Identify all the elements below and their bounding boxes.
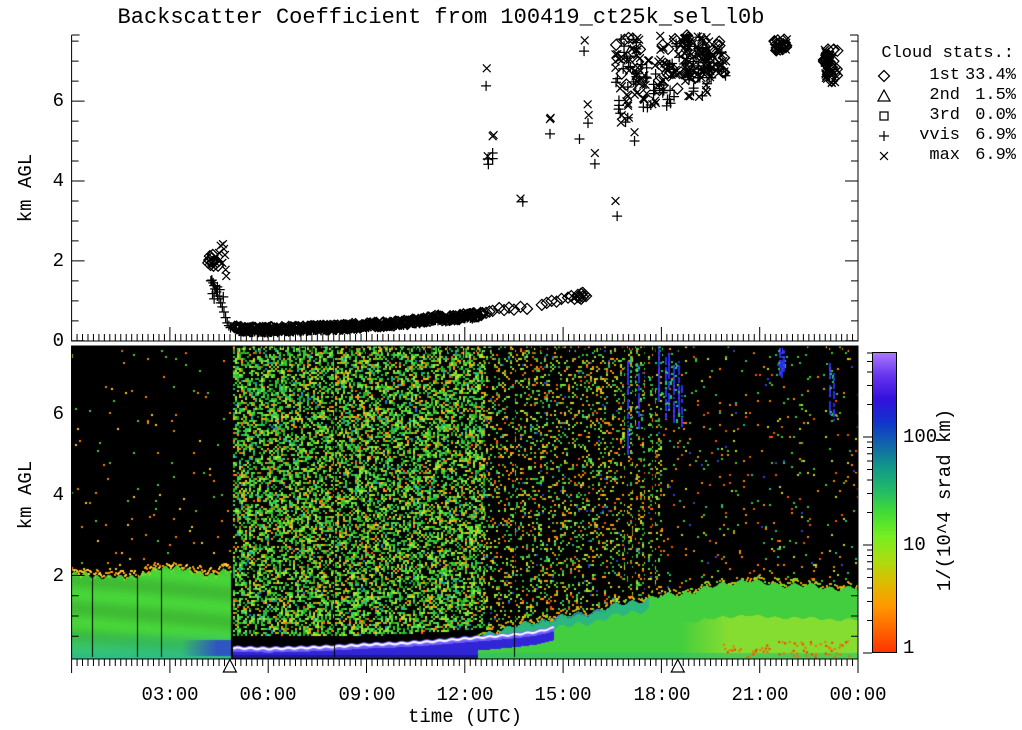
legend-name: max — [929, 146, 960, 165]
triangle-marker-icon — [876, 88, 892, 102]
legend-pct: 1.5% — [975, 86, 1016, 105]
legend-pct: 6.9% — [975, 126, 1016, 145]
legend-pct: 0.0% — [975, 106, 1016, 125]
legend-row-3rd: 3rd 0.0% — [874, 106, 1016, 126]
xaxis-title: time (UTC) — [407, 706, 523, 728]
top-ytick-2: 2 — [52, 250, 64, 272]
xtick-0900: 09:00 — [338, 684, 396, 706]
legend-pct: 33.4% — [964, 66, 1016, 85]
top-panel-ylabel: km AGL — [15, 153, 37, 223]
legend-row-2nd: 2nd 1.5% — [874, 86, 1016, 106]
xtick-1200: 12:00 — [436, 684, 494, 706]
xtick-0000: 00:00 — [829, 684, 887, 706]
colorbar-tick-10: 10 — [903, 534, 926, 556]
chart-title: Backscatter Coefficient from 100419_ct25… — [117, 5, 765, 30]
legend-name: 1st — [929, 66, 960, 85]
legend-row-vvis: vvis 6.9% — [874, 126, 1016, 146]
colorbar-tick-100: 100 — [903, 426, 938, 448]
x-marker-icon — [879, 151, 889, 161]
cloud-stats-legend: Cloud stats.: 1st 33.4% 2nd 1.5% 3rd 0.0… — [874, 44, 1016, 166]
legend-name: 2nd — [929, 86, 960, 105]
legend-name: 3rd — [929, 106, 960, 125]
backscatter-heatmap — [71, 346, 858, 659]
legend-pct: 6.9% — [975, 146, 1016, 165]
legend-row-max: max 6.9% — [874, 146, 1016, 166]
legend-row-1st: 1st 33.4% — [874, 66, 1016, 86]
xtick-2100: 21:00 — [731, 684, 789, 706]
plus-marker-icon — [879, 131, 889, 141]
xtick-0300: 03:00 — [141, 684, 199, 706]
xtick-0600: 06:00 — [239, 684, 297, 706]
bottom-ytick-2: 2 — [52, 565, 64, 587]
xtick-1800: 18:00 — [633, 684, 691, 706]
top-ytick-6: 6 — [52, 90, 64, 112]
legend-title: Cloud stats.: — [881, 44, 1014, 63]
square-marker-icon — [879, 111, 889, 121]
legend-name: vvis — [919, 126, 960, 145]
bottom-ytick-6: 6 — [52, 403, 64, 425]
top-ytick-0: 0 — [52, 330, 64, 352]
xtick-1500: 15:00 — [534, 684, 592, 706]
bottom-ytick-4: 4 — [52, 484, 64, 506]
colorbar-tick-1: 1 — [903, 637, 915, 659]
top-ytick-4: 4 — [52, 170, 64, 192]
diamond-marker-icon — [877, 69, 891, 83]
bottom-panel-ylabel: km AGL — [15, 460, 37, 530]
colorbar — [872, 352, 897, 653]
colorbar-label: 1/(10^4 srad km) — [934, 408, 956, 592]
